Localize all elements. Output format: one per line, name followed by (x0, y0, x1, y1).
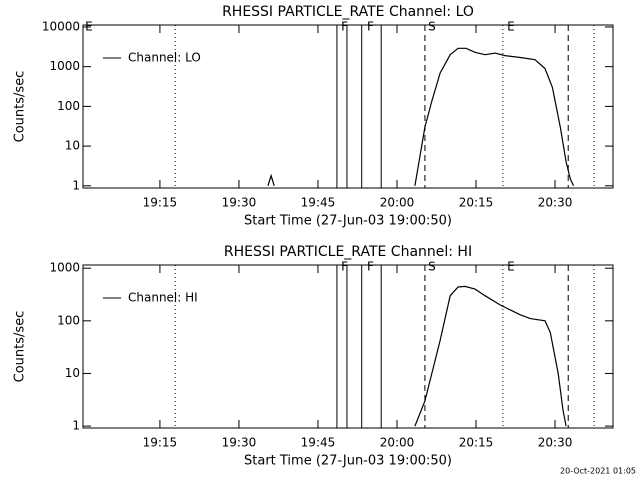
x-tick-label: 19:30 (222, 196, 257, 210)
x-tick-label: 19:15 (143, 436, 178, 450)
y-tick-label: 1 (72, 419, 80, 433)
y-tick-label: 10 (65, 366, 80, 380)
annotation: S (428, 260, 436, 274)
annotation: F (367, 20, 374, 34)
y-tick-label: 100 (57, 99, 80, 113)
annotation: F (341, 20, 348, 34)
x-axis-label: Start Time (27-Jun-03 19:00:50) (244, 214, 452, 229)
x-tick-label: 20:15 (459, 436, 494, 450)
x-tick-label: 20:00 (380, 196, 415, 210)
x-axis-label: Start Time (27-Jun-03 19:00:50) (244, 454, 452, 469)
y-tick-label: 1000 (49, 261, 80, 275)
annotation: F (367, 260, 374, 274)
footer: 20-Oct-2021 01:05 (560, 467, 636, 476)
annotation: E (85, 20, 93, 34)
legend-label: Channel: HI (128, 291, 198, 305)
chart-title: RHESSI PARTICLE_RATE Channel: LO (222, 4, 474, 20)
y-axis-label: Counts/sec (13, 71, 28, 143)
plot-frame (82, 264, 614, 429)
x-tick-label: 20:15 (459, 196, 494, 210)
x-tick-label: 20:30 (538, 436, 573, 450)
annotation: E (507, 20, 515, 34)
y-axis-label: Counts/sec (13, 311, 28, 383)
y-tick-label: 1000 (49, 59, 80, 73)
legend-label: Channel: LO (128, 51, 201, 65)
annotation: S (428, 20, 436, 34)
data-line (267, 47, 575, 187)
y-tick-label: 10 (65, 139, 80, 153)
y-tick-label: 100 (57, 313, 80, 327)
x-tick-label: 19:15 (143, 196, 178, 210)
x-tick-label: 20:30 (538, 196, 573, 210)
x-tick-label: 19:45 (301, 436, 336, 450)
x-tick-label: 19:30 (222, 436, 257, 450)
annotation: E (507, 260, 515, 274)
y-tick-label: 1 (72, 178, 80, 192)
x-tick-label: 19:45 (301, 196, 336, 210)
y-tick-label: 10000 (42, 19, 80, 33)
annotation: F (341, 260, 348, 274)
chart-title: RHESSI PARTICLE_RATE Channel: HI (224, 244, 472, 260)
data-line (414, 285, 567, 427)
x-tick-label: 20:00 (380, 436, 415, 450)
